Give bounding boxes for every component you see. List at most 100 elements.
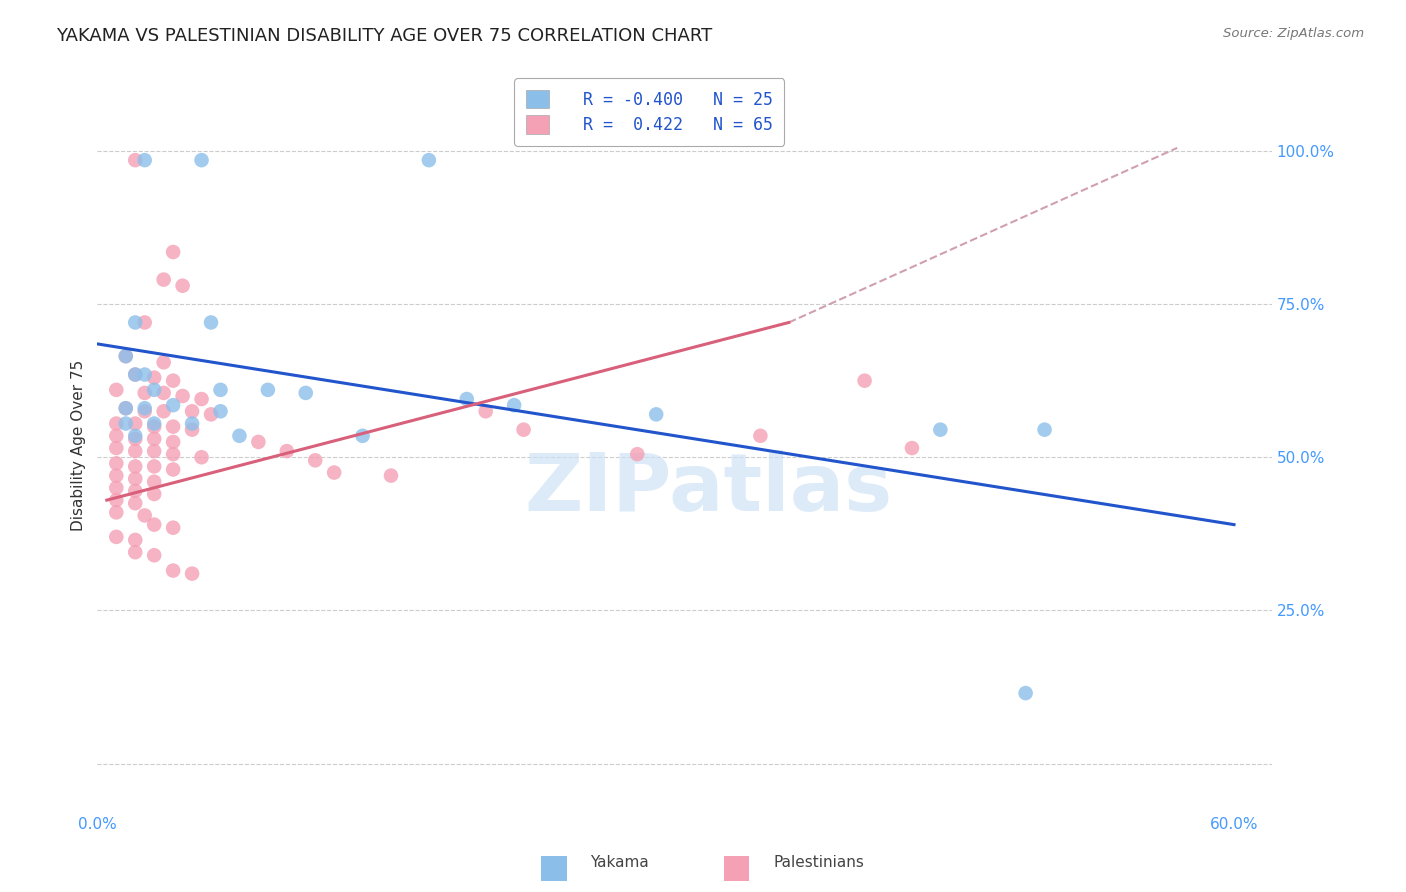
Point bbox=[105, 417, 128, 431]
Point bbox=[124, 483, 146, 498]
Y-axis label: Disability Age Over 75: Disability Age Over 75 bbox=[72, 359, 86, 531]
Point bbox=[380, 468, 402, 483]
Point bbox=[304, 453, 326, 467]
Point bbox=[134, 368, 156, 382]
Point bbox=[124, 432, 146, 446]
Point bbox=[162, 434, 184, 449]
Point bbox=[512, 423, 534, 437]
Point bbox=[162, 374, 184, 388]
Point bbox=[143, 548, 166, 562]
Point bbox=[105, 429, 128, 443]
Point bbox=[162, 564, 184, 578]
Legend:   R = -0.400   N = 25,   R =  0.422   N = 65: R = -0.400 N = 25, R = 0.422 N = 65 bbox=[515, 78, 785, 145]
Point bbox=[1033, 423, 1056, 437]
Point bbox=[200, 408, 222, 422]
Text: Source: ZipAtlas.com: Source: ZipAtlas.com bbox=[1223, 27, 1364, 40]
Point bbox=[134, 385, 156, 400]
Point bbox=[105, 456, 128, 470]
Point bbox=[162, 462, 184, 476]
Point bbox=[172, 389, 194, 403]
Point bbox=[152, 385, 174, 400]
Point bbox=[124, 545, 146, 559]
Point bbox=[172, 278, 194, 293]
Point bbox=[143, 417, 166, 431]
Point bbox=[124, 472, 146, 486]
Point bbox=[124, 417, 146, 431]
Point bbox=[209, 404, 232, 418]
Point bbox=[143, 432, 166, 446]
Point bbox=[152, 355, 174, 369]
Point bbox=[152, 404, 174, 418]
Point bbox=[134, 404, 156, 418]
Text: ZIPatlas: ZIPatlas bbox=[524, 450, 893, 528]
Point bbox=[418, 153, 440, 168]
Point bbox=[105, 481, 128, 495]
Point bbox=[134, 153, 156, 168]
Point bbox=[143, 475, 166, 489]
Point bbox=[181, 417, 204, 431]
Text: Yakama: Yakama bbox=[591, 855, 650, 870]
Point bbox=[352, 429, 374, 443]
Point bbox=[105, 505, 128, 519]
Point bbox=[247, 434, 270, 449]
Point bbox=[124, 429, 146, 443]
Point bbox=[124, 368, 146, 382]
Point bbox=[114, 401, 136, 416]
Point bbox=[162, 419, 184, 434]
Point bbox=[200, 316, 222, 330]
Point bbox=[474, 404, 496, 418]
Point bbox=[143, 444, 166, 458]
Point bbox=[228, 429, 250, 443]
Text: YAKAMA VS PALESTINIAN DISABILITY AGE OVER 75 CORRELATION CHART: YAKAMA VS PALESTINIAN DISABILITY AGE OVE… bbox=[56, 27, 713, 45]
Point bbox=[114, 349, 136, 363]
Point bbox=[181, 404, 204, 418]
Point bbox=[626, 447, 648, 461]
Point bbox=[456, 392, 478, 406]
Point bbox=[143, 383, 166, 397]
Point bbox=[257, 383, 280, 397]
Point bbox=[105, 468, 128, 483]
Point bbox=[114, 349, 136, 363]
Point bbox=[152, 272, 174, 286]
Point bbox=[162, 245, 184, 260]
Point bbox=[134, 508, 156, 523]
Point bbox=[134, 316, 156, 330]
Point bbox=[143, 419, 166, 434]
Point bbox=[853, 374, 876, 388]
Point bbox=[162, 447, 184, 461]
Point bbox=[143, 517, 166, 532]
Point bbox=[134, 401, 156, 416]
Point bbox=[124, 459, 146, 474]
Point bbox=[143, 459, 166, 474]
Point bbox=[143, 370, 166, 384]
Point bbox=[105, 530, 128, 544]
Point bbox=[105, 441, 128, 455]
Point bbox=[124, 533, 146, 547]
Point bbox=[114, 417, 136, 431]
Text: Palestinians: Palestinians bbox=[773, 855, 865, 870]
Point bbox=[124, 153, 146, 168]
Point bbox=[124, 496, 146, 510]
Point bbox=[181, 566, 204, 581]
Point bbox=[181, 423, 204, 437]
Point bbox=[749, 429, 772, 443]
Point bbox=[190, 153, 212, 168]
Point bbox=[162, 398, 184, 412]
Point bbox=[190, 450, 212, 465]
Point bbox=[105, 383, 128, 397]
Point bbox=[276, 444, 298, 458]
Point bbox=[114, 401, 136, 416]
Point bbox=[190, 392, 212, 406]
Point bbox=[143, 487, 166, 501]
Point bbox=[124, 316, 146, 330]
Point bbox=[323, 466, 346, 480]
Point bbox=[105, 493, 128, 508]
Point bbox=[209, 383, 232, 397]
Point bbox=[124, 444, 146, 458]
Point bbox=[503, 398, 526, 412]
Point bbox=[645, 408, 668, 422]
Point bbox=[1014, 686, 1036, 700]
Point bbox=[929, 423, 952, 437]
Point bbox=[901, 441, 924, 455]
Point bbox=[294, 385, 316, 400]
